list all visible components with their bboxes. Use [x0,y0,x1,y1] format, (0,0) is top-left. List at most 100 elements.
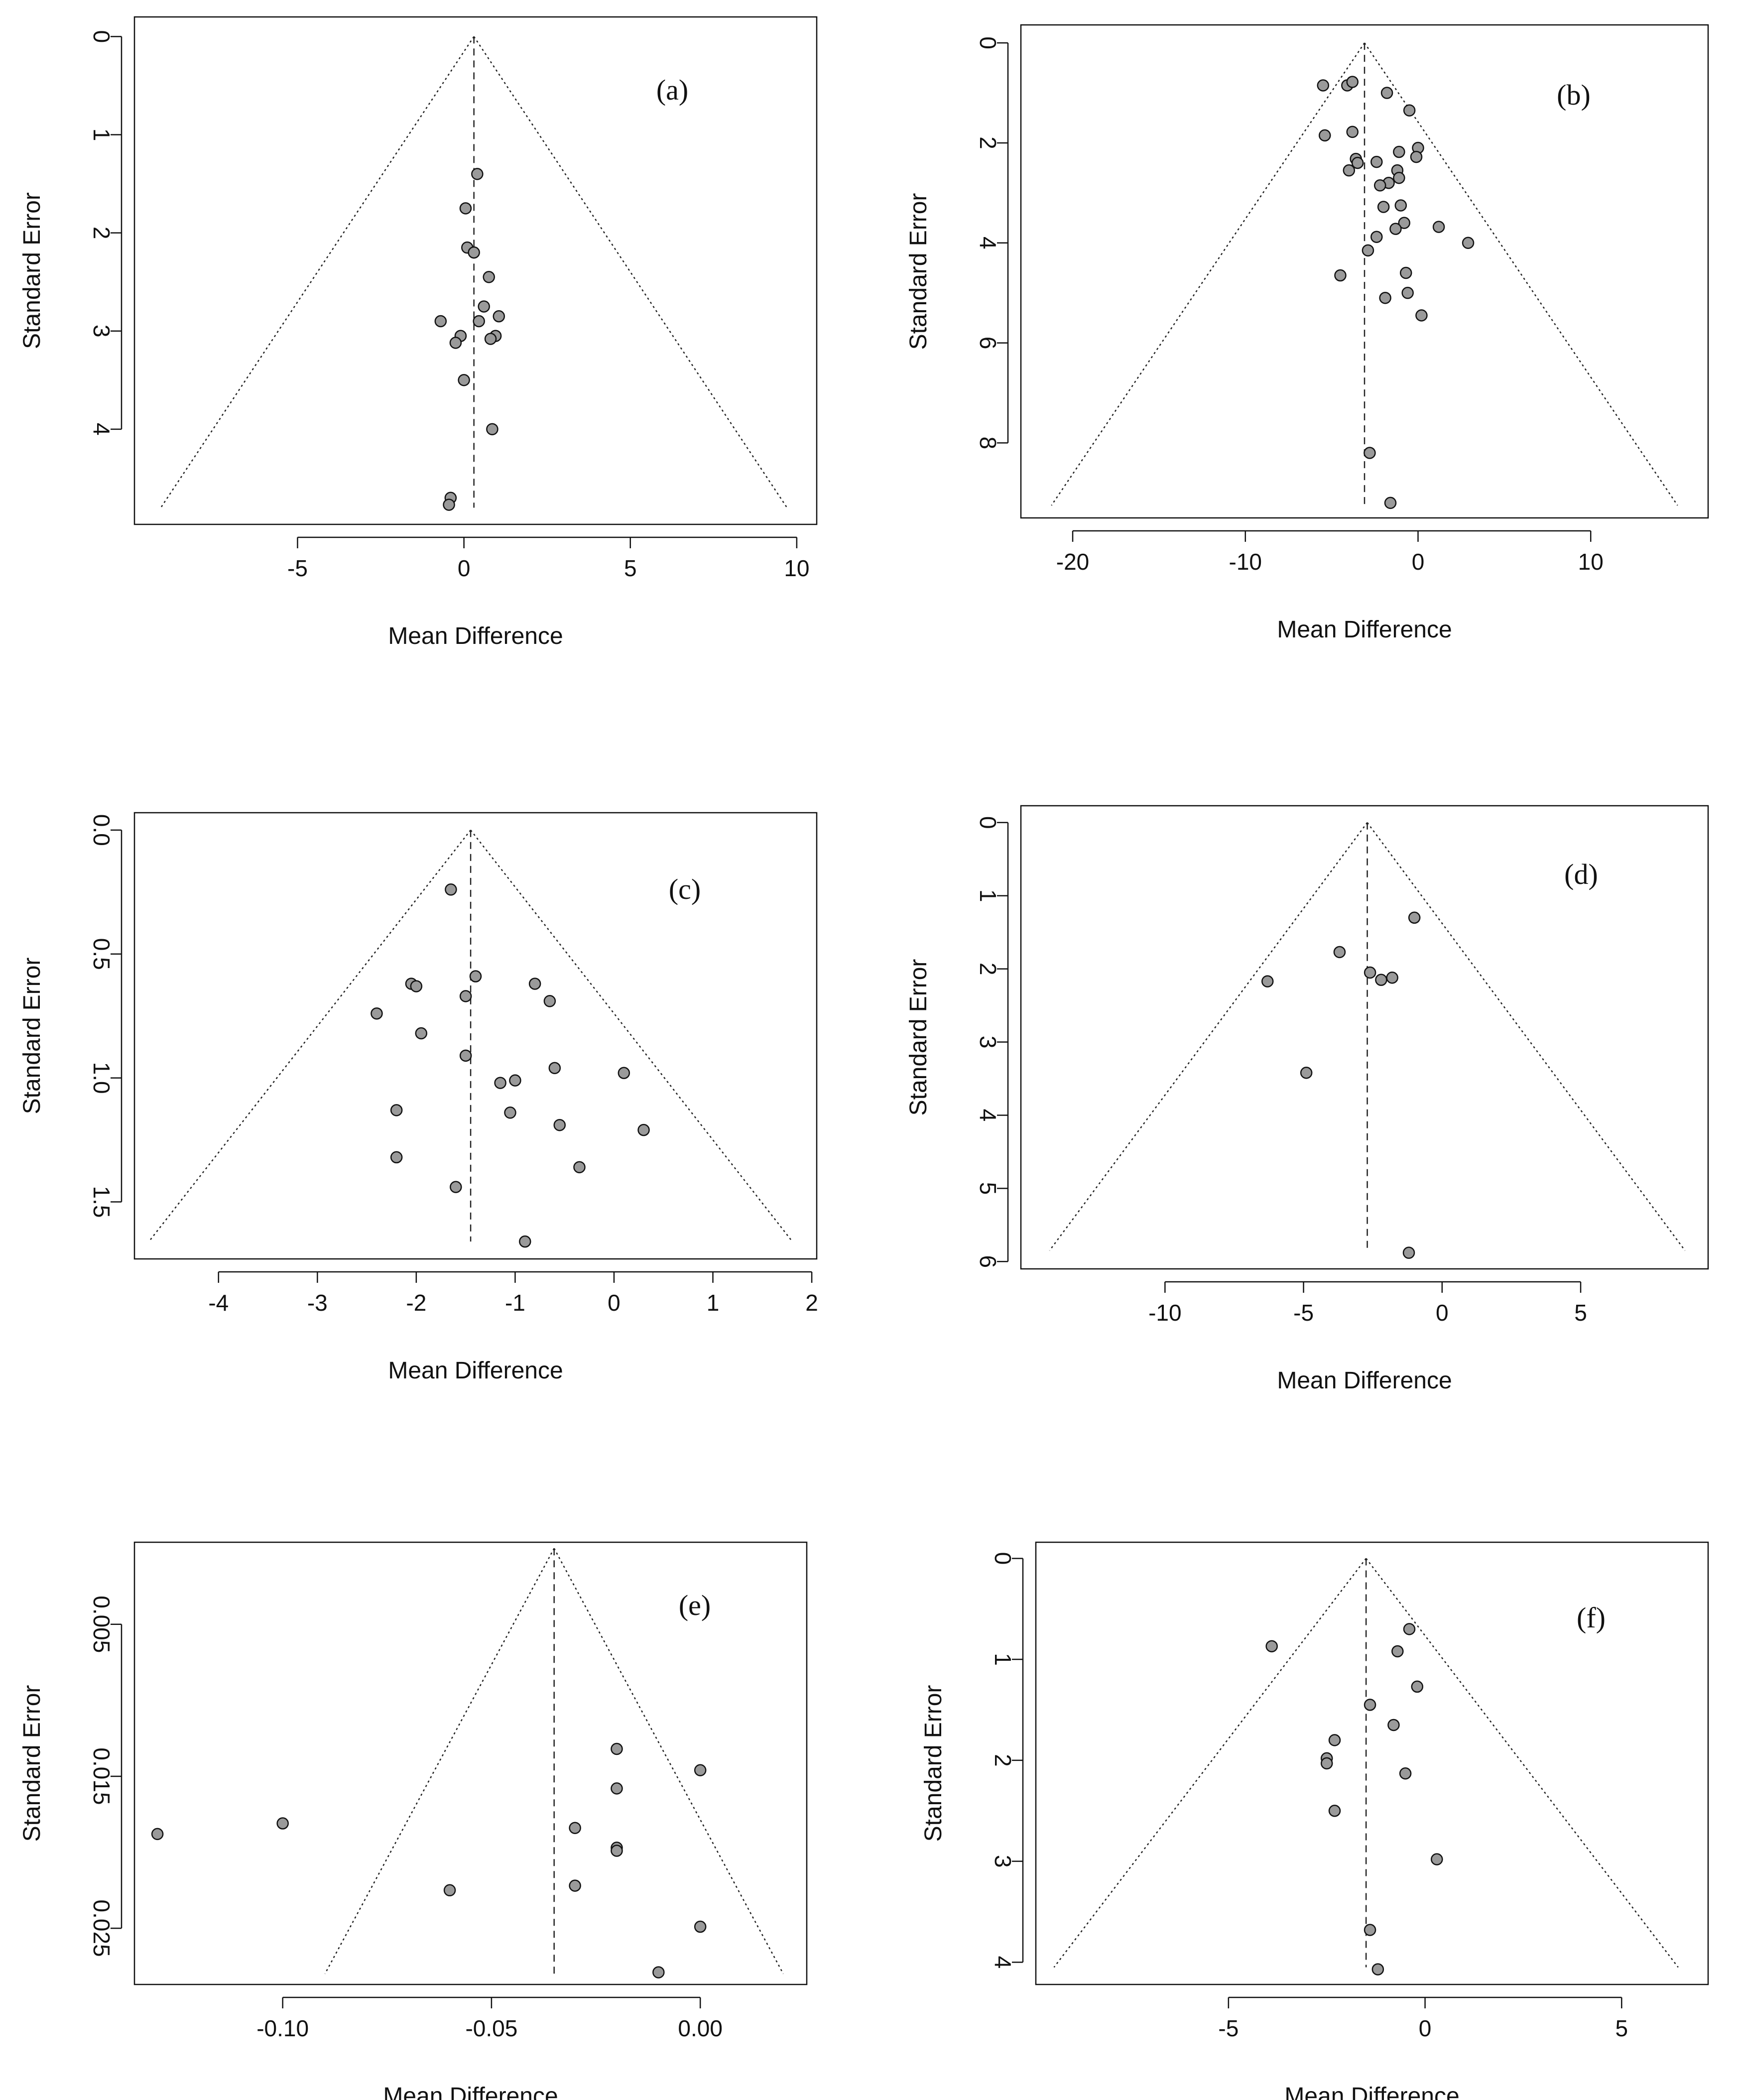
funnel-plot-panel: -20 -10 0 10 Mean Difference 0 2 4 6 8 Standard Er… [905,24,1709,643]
y-tick-label: 1.0 [89,1062,115,1094]
funnel-plot-panel: -5 0 5 10 Mean Difference 0 1 2 3 4 Standard Error… [19,16,818,649]
study-point [1319,129,1331,142]
study-point [1411,1680,1424,1693]
study-point [459,1049,472,1062]
x-tick-label: 5 [1574,1300,1587,1326]
study-point [449,337,462,349]
y-tick-label: 3 [975,1036,1001,1049]
study-point [1391,1645,1404,1658]
plot-frame [1020,24,1709,519]
funnel-right-boundary [1366,1558,1679,1968]
y-tick-label: 2 [990,1754,1016,1767]
panel-label: (f) [1577,1602,1606,1634]
study-point [504,1107,516,1119]
study-point [1362,244,1374,257]
y-tick-label: 8 [975,437,1001,450]
study-point [1364,1924,1376,1936]
x-tick-label: -5 [1218,2015,1239,2041]
x-tick-label: 0 [1419,2015,1432,2041]
y-tick-label: 0.005 [89,1596,115,1653]
y-tick-label: 1 [89,128,115,141]
study-point [1320,1757,1333,1770]
study-point [1346,76,1359,88]
study-point [471,168,484,180]
study-point [1432,221,1445,233]
y-tick-label: 0.025 [89,1900,115,1957]
y-tick-label: 0 [89,30,115,43]
funnel-plot-panel: -5 0 5 Mean Difference 0 1 2 3 4 Standard Error (f… [920,1541,1709,2100]
plot-frame [1020,805,1709,1270]
study-point [469,970,482,983]
panel-label: (b) [1557,79,1591,111]
study-point [569,1822,581,1834]
study-point [1343,164,1356,177]
y-axis: 0 1 2 3 4 [89,30,123,436]
x-tick-label: 10 [1578,549,1604,575]
study-point [1415,309,1428,322]
study-point [1364,1699,1376,1711]
plot-frame [133,16,818,525]
study-point [410,980,423,992]
study-point [390,1104,403,1116]
study-point [528,978,541,990]
y-tick-label: 0.015 [89,1747,115,1805]
study-point [618,1067,630,1079]
x-tick-label: 2 [805,1290,818,1316]
y-tick-label: 0 [975,36,1001,49]
study-point [450,1181,462,1193]
y-tick-label: 3 [990,1855,1016,1868]
study-point [1373,179,1386,192]
x-axis: -0.10 -0.05 0.00 [256,1996,723,2041]
study-point [1399,1767,1412,1780]
plot-frame [133,1541,808,1985]
x-tick-label: 0.00 [678,2015,723,2041]
study-point [548,1062,561,1074]
study-point [611,1742,623,1755]
y-axis: 0 1 2 3 4 [990,1552,1024,1969]
study-point [1380,87,1393,99]
study-point [1387,1719,1400,1731]
y-tick-label: 0 [990,1552,1016,1565]
study-point [1364,447,1376,459]
study-point [1370,155,1383,168]
study-point [694,1764,707,1776]
study-point [1408,911,1421,924]
plot-frame [1035,1541,1709,1985]
study-point [1384,496,1397,509]
study-point [1398,217,1410,229]
study-point [1402,1246,1415,1259]
x-tick-label: 0 [1412,549,1425,575]
study-point [1394,199,1407,212]
funnel-left-boundary [1053,1558,1367,1968]
study-point [1379,291,1391,304]
study-point [445,883,457,896]
x-axis-title: Mean Difference [1277,617,1452,643]
y-tick-label: 5 [975,1182,1001,1195]
y-tick-label: 4 [975,237,1001,249]
y-tick-label: 4 [89,423,115,436]
study-point [478,300,490,313]
study-point [458,374,470,386]
y-tick-label: 3 [89,325,115,338]
study-point [1346,125,1359,138]
study-point [493,310,505,323]
y-axis-title: Standard Error [19,1685,45,1842]
x-tick-label: 5 [624,555,637,581]
study-point [459,990,472,1002]
y-axis: 0 2 4 6 8 [975,36,1009,450]
study-point [637,1123,650,1136]
study-point [652,1966,665,1978]
study-point [1364,966,1376,979]
y-tick-label: 1 [975,889,1001,902]
y-tick-label: 0.0 [89,814,115,846]
study-point [443,1884,456,1897]
x-tick-label: 1 [707,1290,720,1316]
study-point [415,1027,428,1040]
funnel-right-boundary [553,1548,784,1975]
x-tick-label: 0 [608,1290,621,1316]
study-point [390,1151,403,1164]
study-point [483,271,495,283]
study-point [694,1920,707,1933]
study-point [443,498,455,511]
x-axis-title: Mean Difference [388,623,563,649]
